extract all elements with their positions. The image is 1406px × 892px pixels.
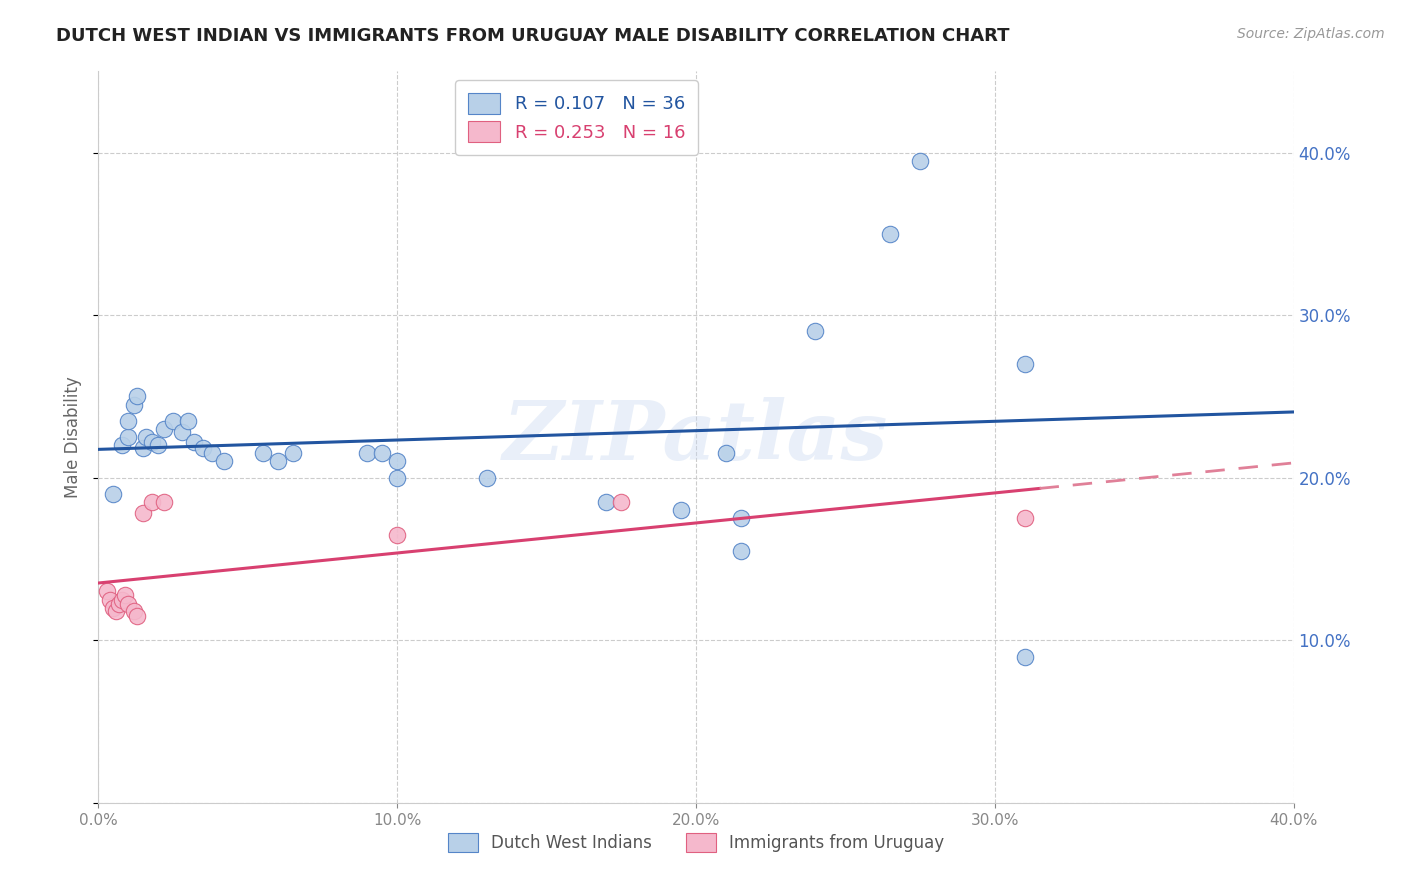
Text: ZIPatlas: ZIPatlas	[503, 397, 889, 477]
Point	[714, 446, 737, 460]
Point	[804, 325, 827, 339]
Point	[153, 495, 176, 509]
Point	[98, 592, 122, 607]
Point	[201, 446, 224, 460]
Point	[141, 495, 163, 509]
Point	[96, 584, 118, 599]
Point	[1014, 357, 1036, 371]
Point	[148, 438, 170, 452]
Point	[1014, 511, 1036, 525]
Point	[103, 487, 125, 501]
Point	[1014, 649, 1036, 664]
Point	[127, 389, 149, 403]
Point	[879, 227, 901, 241]
Y-axis label: Male Disability: Male Disability	[65, 376, 83, 498]
Point	[385, 471, 409, 485]
Point	[124, 398, 146, 412]
Point	[124, 604, 146, 618]
Point	[117, 430, 139, 444]
Point	[730, 544, 752, 558]
Point	[281, 446, 304, 460]
Point	[191, 442, 214, 456]
Point	[117, 598, 139, 612]
Point	[730, 511, 752, 525]
Point	[103, 600, 125, 615]
Point	[162, 414, 184, 428]
Point	[132, 442, 155, 456]
Point	[908, 153, 931, 168]
Point	[475, 471, 498, 485]
Point	[172, 425, 194, 440]
Point	[669, 503, 692, 517]
Point	[371, 446, 394, 460]
Point	[356, 446, 378, 460]
Point	[114, 588, 136, 602]
Point	[135, 430, 157, 444]
Point	[132, 507, 155, 521]
Point	[111, 438, 134, 452]
Legend: Dutch West Indians, Immigrants from Uruguay: Dutch West Indians, Immigrants from Urug…	[440, 824, 952, 860]
Point	[111, 592, 134, 607]
Point	[127, 608, 149, 623]
Point	[212, 454, 235, 468]
Point	[177, 414, 200, 428]
Point	[385, 454, 409, 468]
Point	[610, 495, 633, 509]
Point	[267, 454, 290, 468]
Point	[183, 434, 205, 449]
Text: Source: ZipAtlas.com: Source: ZipAtlas.com	[1237, 27, 1385, 41]
Point	[153, 422, 176, 436]
Point	[595, 495, 617, 509]
Point	[117, 414, 139, 428]
Point	[108, 598, 131, 612]
Text: DUTCH WEST INDIAN VS IMMIGRANTS FROM URUGUAY MALE DISABILITY CORRELATION CHART: DUTCH WEST INDIAN VS IMMIGRANTS FROM URU…	[56, 27, 1010, 45]
Point	[141, 434, 163, 449]
Point	[252, 446, 274, 460]
Point	[385, 527, 409, 541]
Point	[105, 604, 128, 618]
